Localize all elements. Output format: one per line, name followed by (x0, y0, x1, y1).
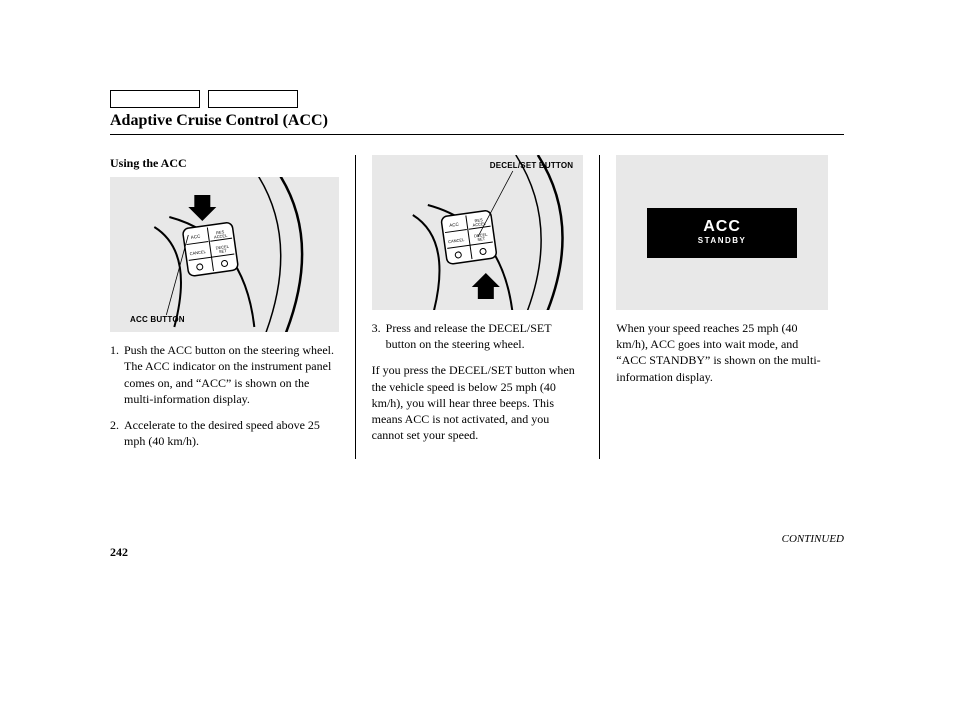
figure-acc-button: ACC CANCEL RES ACCEL DECEL SET ACC BUTTO… (110, 177, 339, 332)
figure-label-acc: ACC BUTTON (130, 315, 185, 326)
step-1-number: 1. (110, 342, 124, 407)
figure-decel-set-button: ACC CANCEL RES ACCEL DECEL SET DECEL/SET… (372, 155, 584, 310)
step-1: 1. Push the ACC button on the steering w… (110, 342, 339, 407)
step-1-text: Push the ACC button on the steering whee… (124, 342, 339, 407)
step-2: 2. Accelerate to the desired speed above… (110, 417, 339, 449)
section-subhead: Using the ACC (110, 155, 339, 171)
continued-indicator: CONTINUED (782, 533, 844, 545)
steering-wheel-decel-illustration: ACC CANCEL RES ACCEL DECEL SET (372, 155, 584, 310)
manual-page: Adaptive Cruise Control (ACC) Using the … (0, 0, 954, 710)
figure-label-decel: DECEL/SET BUTTON (490, 161, 574, 172)
steering-wheel-acc-illustration: ACC CANCEL RES ACCEL DECEL SET (110, 177, 339, 332)
ref-box-2 (208, 90, 298, 108)
acc-display-sub: STANDBY (698, 235, 747, 246)
step-2-text: Accelerate to the desired speed above 25… (124, 417, 339, 449)
acc-display-box: ACC STANDBY (647, 208, 797, 258)
ref-box-1 (110, 90, 200, 108)
step-2-number: 2. (110, 417, 124, 449)
column-3: ACC STANDBY When your speed reaches 25 m… (599, 155, 844, 459)
top-reference-boxes (110, 90, 844, 108)
column-1: Using the ACC ACC (110, 155, 355, 459)
figure-acc-display: ACC STANDBY (616, 155, 828, 310)
col2-paragraph: If you press the DECEL/SET button when t… (372, 362, 584, 443)
page-number: 242 (110, 545, 128, 560)
acc-display-title: ACC (703, 219, 741, 235)
step-3-number: 3. (372, 320, 386, 352)
step-3: 3. Press and release the DECEL/SET butto… (372, 320, 584, 352)
page-title: Adaptive Cruise Control (ACC) (110, 112, 844, 135)
col3-paragraph: When your speed reaches 25 mph (40 km/h)… (616, 320, 828, 385)
content-columns: Using the ACC ACC (110, 155, 844, 459)
step-3-text: Press and release the DECEL/SET button o… (386, 320, 584, 352)
column-2: ACC CANCEL RES ACCEL DECEL SET DECEL/SET… (355, 155, 600, 459)
